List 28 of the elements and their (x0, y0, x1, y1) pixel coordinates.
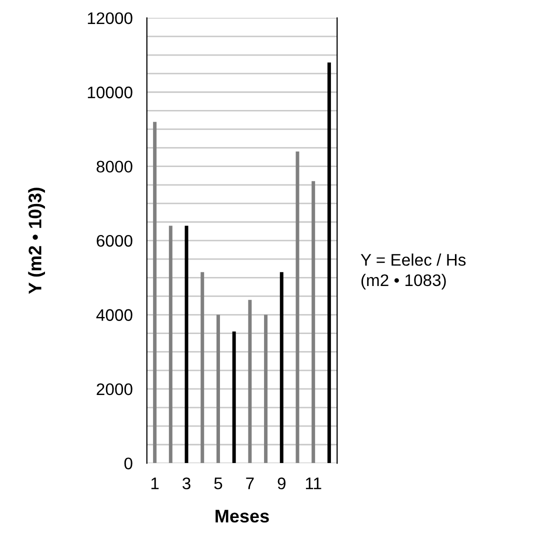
x-tick-label: 7 (246, 478, 254, 490)
y-axis-title: Y (m2 • 10)3) (28, 188, 45, 294)
bar (168, 226, 172, 464)
x-tick-label: 3 (182, 478, 190, 490)
x-tick-label: 11 (306, 478, 322, 490)
bar (312, 181, 316, 464)
bar (327, 62, 331, 464)
bar (280, 272, 284, 464)
y-tick-label: 2000 (96, 383, 132, 396)
x-tick-label: 1 (151, 478, 159, 490)
y-tick-label: 0 (124, 458, 132, 470)
y-tick-label: 4000 (96, 309, 132, 321)
bar (216, 314, 220, 464)
y-tick-label: 6000 (96, 234, 132, 247)
y-tick-label: 8000 (96, 160, 132, 173)
x-tick-label: 9 (278, 478, 286, 490)
bar (248, 300, 252, 464)
y-tick-label: 10000 (88, 86, 132, 98)
bar (184, 226, 188, 464)
x-tick-label: 5 (214, 478, 222, 490)
text: Y = Eelec / Hs (m2 • 1083) (360, 254, 466, 290)
bar (200, 272, 204, 464)
x-axis-title: Meses (216, 510, 269, 523)
bar (296, 151, 300, 464)
bar (153, 122, 157, 464)
bar (264, 314, 268, 464)
y-tick-label: 12000 (88, 12, 132, 24)
bar (232, 331, 236, 464)
